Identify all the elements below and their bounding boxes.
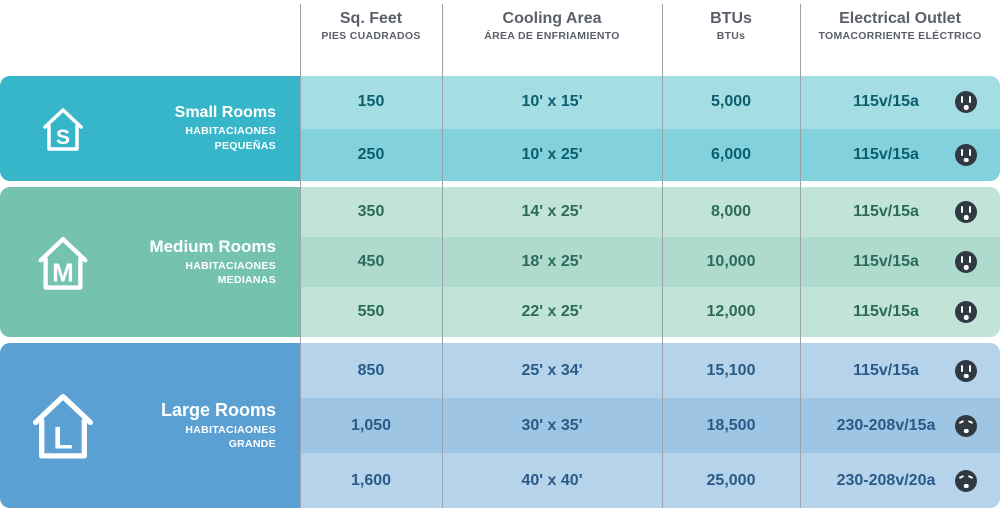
outlet-icon xyxy=(955,301,977,323)
cell-outlet: 115v/15a xyxy=(800,251,1000,273)
section-subtitle: HABITACIAONESPEQUEÑAS xyxy=(104,124,276,152)
outlet-icon xyxy=(955,470,977,492)
section-small: S Small Rooms HABITACIAONESPEQUEÑAS 150 … xyxy=(0,76,1000,181)
cell-btu: 18,500 xyxy=(662,417,800,435)
outlet-icon xyxy=(955,201,977,223)
cell-btu: 12,000 xyxy=(662,303,800,321)
table-row: 450 18' x 25' 10,000 115v/15a xyxy=(300,237,1000,287)
sizing-table: Sq. Feet PIES CUADRADOS Cooling Area ÁRE… xyxy=(0,0,1000,508)
house-icon: L xyxy=(25,389,101,461)
table-row: 850 25' x 34' 15,100 115v/15a xyxy=(300,343,1000,398)
cell-outlet: 230-208v/15a xyxy=(800,415,1000,437)
cell-outlet: 115v/15a xyxy=(800,201,1000,223)
section-large: L Large Rooms HABITACIAONESGRANDE 850 25… xyxy=(0,343,1000,508)
cell-sqft: 550 xyxy=(300,303,442,321)
cell-outlet: 115v/15a xyxy=(800,144,1000,166)
section-medium: M Medium Rooms HABITACIAONESMEDIANAS 350… xyxy=(0,187,1000,337)
cell-area: 14' x 25' xyxy=(442,203,662,221)
header-outlet: Electrical Outlet TOMACORRIENTE ELÉCTRIC… xyxy=(800,0,1000,70)
cell-sqft: 1,600 xyxy=(300,472,442,490)
outlet-icon xyxy=(955,360,977,382)
table-header: Sq. Feet PIES CUADRADOS Cooling Area ÁRE… xyxy=(0,0,1000,70)
table-row: 1,050 30' x 35' 18,500 230-208v/15a xyxy=(300,398,1000,453)
cell-sqft: 250 xyxy=(300,146,442,164)
svg-text:L: L xyxy=(53,420,73,456)
cell-sqft: 850 xyxy=(300,362,442,380)
header-btus: BTUs BTUs xyxy=(662,0,800,70)
outlet-icon xyxy=(955,251,977,273)
cell-sqft: 150 xyxy=(300,93,442,111)
cell-outlet: 115v/15a xyxy=(800,91,1000,113)
section-subtitle: HABITACIAONESMEDIANAS xyxy=(104,259,276,287)
cell-btu: 6,000 xyxy=(662,146,800,164)
cell-sqft: 350 xyxy=(300,203,442,221)
svg-text:S: S xyxy=(56,126,70,149)
cell-area: 10' x 15' xyxy=(442,93,662,111)
cell-area: 30' x 35' xyxy=(442,417,662,435)
cell-sqft: 450 xyxy=(300,253,442,271)
table-row: 350 14' x 25' 8,000 115v/15a xyxy=(300,187,1000,237)
header-cooling-area: Cooling Area ÁREA DE ENFRIAMIENTO xyxy=(442,0,662,70)
outlet-icon xyxy=(955,144,977,166)
section-title: Medium Rooms xyxy=(104,237,276,257)
table-row: 1,600 40' x 40' 25,000 230-208v/20a xyxy=(300,453,1000,508)
table-row: 250 10' x 25' 6,000 115v/15a xyxy=(300,129,1000,182)
section-title: Large Rooms xyxy=(104,400,276,421)
table-row: 150 10' x 15' 5,000 115v/15a xyxy=(300,76,1000,129)
svg-text:M: M xyxy=(52,257,74,287)
cell-btu: 8,000 xyxy=(662,203,800,221)
table-row: 550 22' x 25' 12,000 115v/15a xyxy=(300,287,1000,337)
cell-btu: 25,000 xyxy=(662,472,800,490)
cell-outlet: 115v/15a xyxy=(800,360,1000,382)
header-sqft: Sq. Feet PIES CUADRADOS xyxy=(300,0,442,70)
house-icon: M xyxy=(32,233,94,292)
cell-btu: 5,000 xyxy=(662,93,800,111)
cell-area: 25' x 34' xyxy=(442,362,662,380)
section-title: Small Rooms xyxy=(104,104,276,122)
cell-area: 18' x 25' xyxy=(442,253,662,271)
section-subtitle: HABITACIAONESGRANDE xyxy=(104,423,276,451)
cell-area: 10' x 25' xyxy=(442,146,662,164)
cell-btu: 15,100 xyxy=(662,362,800,380)
cell-outlet: 230-208v/20a xyxy=(800,470,1000,492)
outlet-icon xyxy=(955,91,977,113)
outlet-icon xyxy=(955,415,977,437)
cell-outlet: 115v/15a xyxy=(800,301,1000,323)
house-icon: S xyxy=(38,105,88,153)
cell-sqft: 1,050 xyxy=(300,417,442,435)
cell-area: 22' x 25' xyxy=(442,303,662,321)
cell-area: 40' x 40' xyxy=(442,472,662,490)
cell-btu: 10,000 xyxy=(662,253,800,271)
